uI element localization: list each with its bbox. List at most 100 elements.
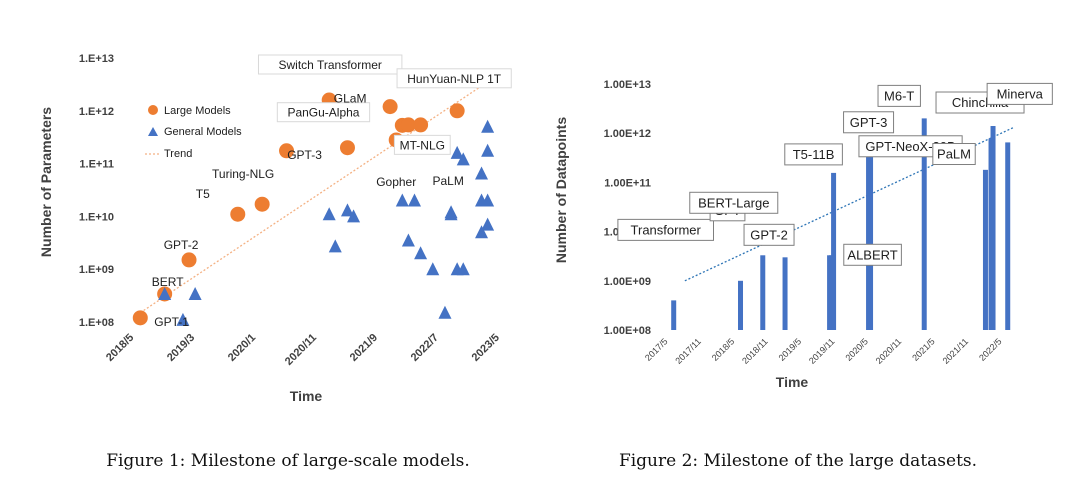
general-model-point: [456, 262, 470, 276]
chart2-x-tick-label: 2022/5: [977, 336, 1004, 363]
legend-label-large-models: Large Models: [164, 105, 231, 117]
legend-label-general-models: General Models: [164, 126, 242, 138]
figure2-caption: Figure 2: Milestone of the large dataset…: [619, 451, 977, 471]
point-label-box: [257, 54, 403, 75]
bar-label-box: [843, 111, 895, 134]
dataset-bar: [831, 172, 837, 330]
dataset-bar: [921, 118, 927, 330]
general-model-point: [340, 203, 354, 217]
general-model-point: [347, 209, 361, 223]
chart2-y-tick-label: 1.00E+08: [604, 325, 651, 337]
bar-label-gpt-3: GPT-3: [850, 115, 888, 130]
point-label-pangu-alpha: PanGu-Alpha: [287, 106, 359, 120]
dataset-bar: [738, 280, 744, 330]
chart2-x-axis-title: Time: [776, 374, 809, 390]
large-model-point: [279, 143, 295, 159]
chart1-x-tick-label: 2020/1: [226, 332, 258, 364]
general-model-point: [481, 143, 495, 157]
point-label-turing-nlg: Turing-NLG: [212, 167, 274, 181]
point-label-bert: BERT: [152, 275, 184, 289]
point-label-glam: GLaM: [334, 92, 367, 106]
chart2-y-axis-title: Number of Datapoints: [553, 117, 569, 263]
legend-label-trend: Trend: [164, 148, 192, 160]
chart1-y-tick-label: 1.E+13: [79, 53, 114, 65]
chart2-x-tick-label: 2018/5: [710, 336, 737, 363]
chart1-x-tick-label: 2021/9: [348, 332, 380, 364]
point-label-mt-nlg: MT-NLG: [400, 138, 445, 152]
chart1-x-tick-label: 2019/3: [165, 332, 197, 364]
bar-label-box: [986, 82, 1053, 105]
dataset-bar: [1005, 142, 1011, 330]
chart2-y-tick-label: 1.00E+09: [604, 276, 651, 288]
chart2-x-tick-label: 2021/11: [941, 336, 971, 366]
chart1-y-tick-label: 1.E+09: [79, 264, 114, 276]
bar-label-albert: ALBERT: [847, 247, 897, 262]
chart2-trend-line: [684, 127, 1014, 282]
point-label-hunyuan-nlp-1t: HunYuan-NLP 1T: [407, 72, 502, 86]
point-label-box: [393, 134, 451, 155]
figure1-caption: Figure 1: Milestone of large-scale model…: [106, 451, 470, 471]
large-model-point: [413, 117, 429, 133]
general-model-point: [481, 193, 495, 207]
general-model-point: [322, 207, 336, 221]
chart2-x-tick-label: 2020/11: [874, 336, 904, 366]
chart2-x-tick-label: 2017/11: [673, 336, 703, 366]
large-model-point: [132, 310, 148, 326]
point-label-box: [276, 102, 371, 123]
large-model-point: [181, 252, 197, 268]
point-label-gpt-2: GPT-2: [164, 238, 199, 252]
chart1-y-tick-label: 1.E+12: [79, 106, 114, 118]
chart2-x-tick-label: 2020/5: [843, 336, 870, 363]
large-model-point: [339, 140, 355, 156]
general-model-point: [438, 305, 452, 319]
chart2-x-tick-label: 2019/5: [777, 336, 804, 363]
dataset-bar: [990, 126, 996, 330]
general-model-point: [408, 193, 421, 207]
bar-label-box: [617, 218, 715, 241]
chart2-bar-labels: TransformerGPTBERT-LargeGPT-2ALBERTT5-11…: [617, 82, 1053, 266]
point-label-gopher: Gopher: [376, 175, 416, 189]
general-model-point: [450, 145, 464, 159]
large-model-point: [254, 196, 270, 212]
general-model-point: [328, 239, 342, 253]
dataset-bar: [982, 169, 988, 330]
chart1-legend: Large Models General Models Trend: [145, 105, 242, 160]
general-model-point: [475, 225, 489, 239]
bar-label-gpt-2: GPT-2: [750, 227, 788, 242]
chart2-y-tick-label: 1.00E+12: [604, 128, 651, 140]
point-label-t5: T5: [196, 187, 210, 201]
chart2-bars-layer: [671, 118, 1011, 330]
general-model-point: [426, 262, 440, 276]
dataset-bar: [782, 257, 788, 330]
general-model-point: [188, 286, 202, 300]
chart2-x-tick-label: 2017/5: [643, 336, 670, 363]
point-label-palm: PaLM: [432, 174, 463, 188]
large-model-point: [382, 99, 398, 115]
chart1-y-axis-title: Number of Parameters: [38, 107, 54, 257]
chart2-y-tick-label: 1.00E+11: [604, 177, 651, 189]
general-model-point: [444, 205, 458, 219]
bar-label-minerva: Minerva: [997, 86, 1044, 101]
point-label-switch-transformer: Switch Transformer: [279, 58, 382, 72]
chart2-x-tick-label: 2019/11: [807, 336, 837, 366]
chart1-y-tick-label: 1.E+10: [79, 211, 114, 223]
chart1-y-tick-label: 1.E+08: [79, 317, 114, 329]
general-model-point: [456, 152, 470, 166]
point-label-gpt-1: GPT-1: [154, 315, 189, 329]
bar-label-box: [784, 143, 843, 166]
dataset-bar: [868, 152, 874, 330]
bar-label-box: [689, 191, 779, 214]
bar-label-m6-t: M6-T: [884, 88, 914, 103]
bar-label-box: [843, 243, 902, 266]
bar-label-t5-11b: T5-11B: [793, 147, 835, 162]
large-model-point: [449, 103, 465, 119]
chart2-x-tick-label: 2021/5: [910, 336, 937, 363]
chart1-x-axis-title: Time: [290, 388, 323, 404]
general-model-point: [395, 193, 409, 207]
dataset-bar: [671, 300, 677, 330]
general-model-point: [158, 286, 172, 300]
chart1-general-models-layer: [158, 119, 495, 326]
dataset-bar: [760, 255, 766, 330]
